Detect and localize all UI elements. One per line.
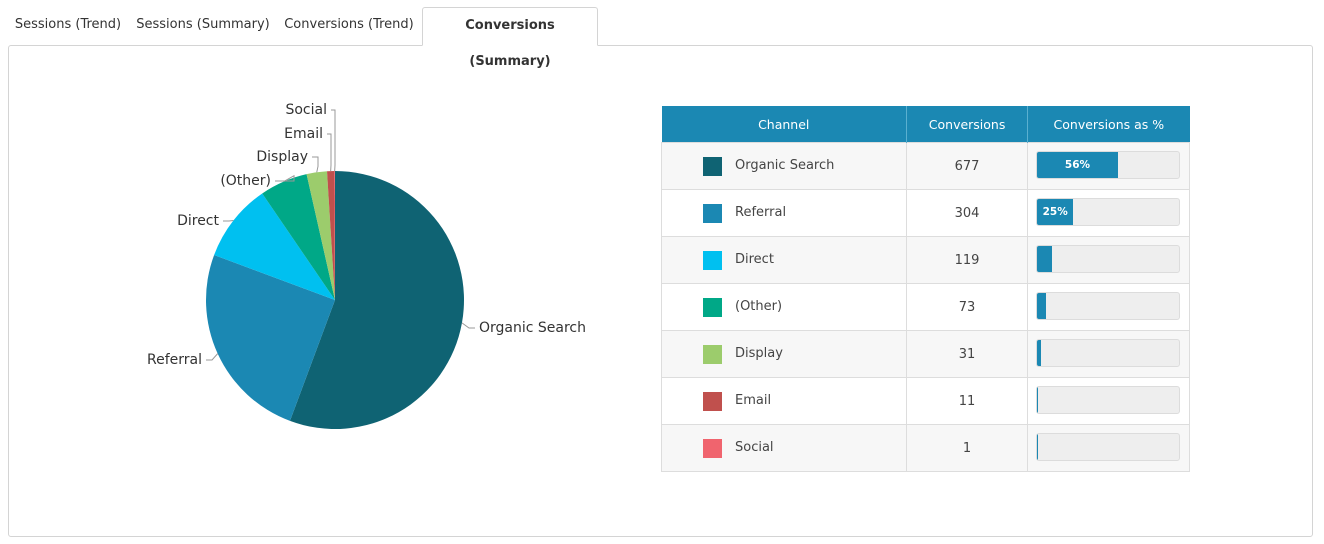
conversions-summary-panel: Organic Search Referral Direct (Other) Displ… — [8, 45, 1313, 537]
percent-bar-fill — [1037, 387, 1039, 413]
percent-cell: 56% — [1027, 142, 1190, 190]
pie-slice-display[interactable] — [306, 171, 335, 300]
conversions-value: 304 — [905, 189, 1029, 237]
channel-color-swatch — [703, 345, 722, 364]
channel-name: Social — [735, 440, 774, 455]
pie-slice-other[interactable] — [262, 174, 335, 300]
pie-label: Referral — [147, 352, 202, 368]
tab-sessions-trend[interactable]: Sessions (Trend) — [14, 17, 122, 32]
channel-cell: Email — [661, 377, 907, 425]
pie-label: Social — [285, 102, 327, 118]
column-header-conversions-percent: Conversions as % — [1027, 106, 1190, 143]
table-row: (Other) 73 — [661, 283, 1190, 331]
percent-bar-track — [1036, 433, 1181, 461]
tab-sessions-summary[interactable]: Sessions (Summary) — [136, 17, 270, 32]
channel-cell: Direct — [661, 236, 907, 284]
channel-name: Organic Search — [735, 158, 835, 173]
tab-conversions-trend[interactable]: Conversions (Trend) — [284, 17, 414, 32]
pie-leader-line — [275, 174, 295, 183]
conversions-value: 73 — [905, 283, 1029, 331]
pie-label: Direct — [177, 213, 219, 229]
pie-leader-line — [331, 109, 336, 172]
channel-name: Email — [735, 393, 772, 408]
channel-color-swatch — [703, 157, 722, 176]
conversions-table: Channel Conversions Conversions as % Org… — [661, 106, 1190, 472]
percent-bar-label: 25% — [1042, 206, 1068, 218]
percent-bar-track — [1036, 292, 1181, 320]
channel-cell: Display — [661, 330, 907, 378]
channel-cell: Referral — [661, 189, 907, 237]
pie-leader-line — [461, 322, 475, 329]
channel-name: Display — [735, 346, 783, 361]
channel-cell: Organic Search — [661, 142, 907, 190]
conversions-value: 677 — [905, 142, 1029, 190]
pie-leader-line — [327, 133, 332, 172]
channel-pie-chart: Organic Search Referral Direct (Other) Displ… — [147, 102, 586, 430]
percent-bar-track — [1036, 245, 1181, 273]
table-row: Email 11 — [661, 377, 1190, 425]
channel-name: Direct — [735, 252, 774, 267]
percent-bar-fill — [1037, 340, 1041, 366]
table-row: Referral 304 25% — [661, 189, 1190, 237]
percent-cell — [1027, 424, 1190, 472]
conversions-value: 119 — [905, 236, 1029, 284]
percent-cell — [1027, 283, 1190, 331]
table-row: Display 31 — [661, 330, 1190, 378]
pie-slice-direct[interactable] — [214, 193, 335, 300]
channel-color-swatch — [703, 439, 722, 458]
pie-leader-line — [206, 353, 219, 361]
channel-color-swatch — [703, 392, 722, 411]
table-header-row: Channel Conversions Conversions as % — [661, 106, 1190, 143]
percent-bar-track — [1036, 386, 1181, 414]
percent-cell — [1027, 330, 1190, 378]
channel-name: Referral — [735, 205, 787, 220]
column-header-channel: Channel — [661, 106, 907, 143]
percent-bar-fill: 56% — [1037, 152, 1118, 178]
percent-bar-track — [1036, 339, 1181, 367]
conversions-value: 1 — [905, 424, 1029, 472]
tab-bar: Sessions (Trend) Sessions (Summary) Conv… — [8, 7, 1313, 69]
conversions-value: 31 — [905, 330, 1029, 378]
table-row: Direct 119 — [661, 236, 1190, 284]
conversions-value: 11 — [905, 377, 1029, 425]
pie-slice-referral[interactable] — [206, 254, 335, 421]
percent-bar-label: 56% — [1064, 159, 1091, 171]
column-header-conversions: Conversions — [906, 106, 1029, 143]
channel-cell: (Other) — [661, 283, 907, 331]
channel-color-swatch — [703, 251, 722, 270]
percent-bar-fill — [1037, 293, 1046, 319]
pie-slice-social[interactable] — [334, 171, 335, 300]
percent-bar-track: 25% — [1036, 198, 1181, 226]
percent-bar-track: 56% — [1036, 151, 1181, 179]
table-row: Organic Search 677 56% — [661, 142, 1190, 190]
pie-label: (Other) — [220, 173, 271, 189]
percent-cell — [1027, 236, 1190, 284]
pie-leader-line — [312, 156, 319, 173]
pie-slice-email[interactable] — [327, 171, 335, 300]
tab-conversions-summary[interactable]: Conversions (Summary) — [422, 7, 598, 69]
table-row: Social 1 — [661, 424, 1190, 472]
percent-bar-fill: 25% — [1037, 199, 1074, 225]
pie-slice-organic-search[interactable] — [289, 171, 464, 430]
pie-label: Email — [284, 126, 323, 142]
channel-name: (Other) — [735, 299, 783, 314]
pie-label: Display — [256, 149, 308, 165]
pie-label: Organic Search — [479, 320, 586, 336]
channel-color-swatch — [703, 298, 722, 317]
channel-color-swatch — [703, 204, 722, 223]
percent-cell — [1027, 377, 1190, 425]
percent-bar-fill — [1037, 246, 1052, 272]
percent-cell: 25% — [1027, 189, 1190, 237]
channel-cell: Social — [661, 424, 907, 472]
